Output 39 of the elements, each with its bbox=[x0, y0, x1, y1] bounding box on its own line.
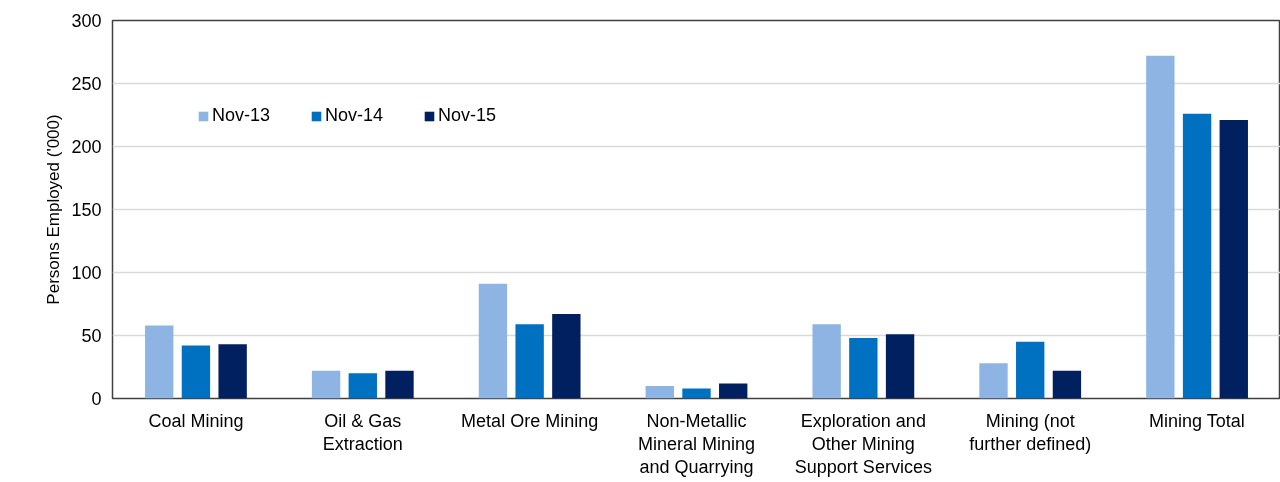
bar bbox=[1146, 55, 1175, 399]
bar bbox=[385, 370, 414, 399]
y-tick-label: 200 bbox=[71, 137, 102, 157]
bar bbox=[1016, 341, 1045, 399]
bar bbox=[311, 370, 341, 399]
y-tick-label: 100 bbox=[71, 263, 102, 283]
y-tick-label: 300 bbox=[71, 11, 102, 31]
x-tick-label: Exploration and Other Mining Support Services bbox=[794, 410, 932, 477]
y-tick-label: 150 bbox=[71, 200, 102, 220]
x-tick-label: Mining (not further defined) bbox=[969, 410, 1092, 454]
bar bbox=[849, 338, 878, 399]
bar bbox=[885, 334, 915, 399]
x-tick-label: Non-Metallic Mineral Mining and Quarrying bbox=[637, 410, 756, 477]
y-tick-label: 50 bbox=[81, 326, 102, 346]
bar bbox=[1219, 120, 1248, 399]
bar bbox=[979, 363, 1008, 399]
y-tick-label: 0 bbox=[91, 389, 102, 409]
bar bbox=[1052, 370, 1082, 399]
bar bbox=[515, 324, 544, 399]
bar bbox=[181, 345, 211, 399]
x-tick-label: Oil & Gas Extraction bbox=[322, 410, 403, 454]
y-tick-label: 250 bbox=[71, 74, 102, 94]
x-tick-label: Coal Mining bbox=[148, 410, 244, 431]
bar bbox=[1182, 113, 1212, 399]
bar bbox=[145, 325, 174, 399]
y-axis-title: Persons Employed ('000) bbox=[44, 114, 64, 305]
bar bbox=[719, 383, 748, 399]
legend-label: Nov-15 bbox=[438, 105, 497, 126]
bar bbox=[478, 283, 508, 399]
bar bbox=[348, 373, 377, 399]
bar bbox=[682, 388, 711, 399]
bar bbox=[812, 324, 841, 399]
legend-label: Nov-13 bbox=[212, 105, 271, 126]
x-tick-label: Mining Total bbox=[1149, 410, 1245, 431]
bar bbox=[645, 385, 674, 399]
x-tick-label: Metal Ore Mining bbox=[461, 410, 599, 431]
bar bbox=[218, 344, 247, 399]
legend-label: Nov-14 bbox=[325, 105, 384, 126]
bar bbox=[552, 314, 581, 399]
